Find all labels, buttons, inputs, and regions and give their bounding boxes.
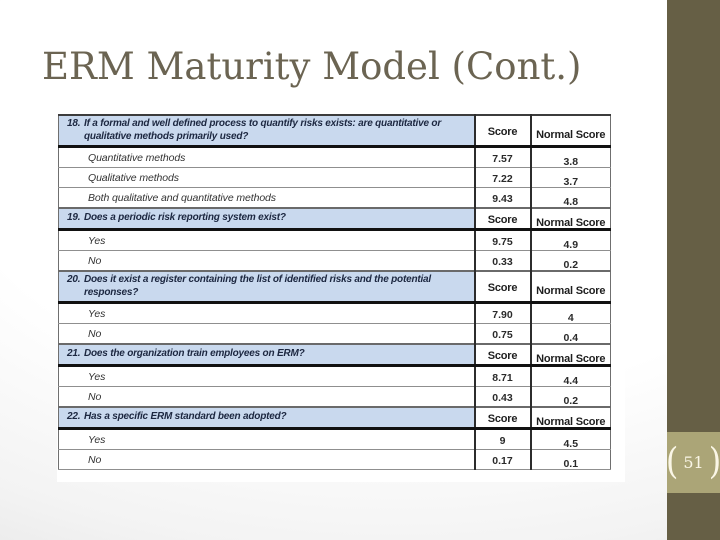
score-value: 0.17 xyxy=(492,454,513,467)
question-text: Does the organization train employees on… xyxy=(84,348,305,360)
section-header-row: 20. Does it exist a register containing … xyxy=(58,270,611,304)
normal-score-value: 3.7 xyxy=(563,175,579,188)
question-number: 22. xyxy=(67,411,81,423)
page-number: 51 xyxy=(683,453,704,472)
normal-score-column-header: Normal Score xyxy=(536,415,606,428)
score-column-header: Score xyxy=(487,281,518,294)
table-row: Yes 8.71 4.4 xyxy=(58,365,611,387)
answer-label: Yes xyxy=(88,234,106,247)
table-row: No 0.75 0.4 xyxy=(58,323,611,345)
answer-label: Yes xyxy=(88,307,106,320)
normal-score-value: 4.4 xyxy=(563,374,579,387)
maturity-table: 18. If a formal and well defined process… xyxy=(58,114,611,470)
answer-label: Yes xyxy=(88,370,106,383)
score-column-header: Score xyxy=(487,349,518,362)
score-value: 8.71 xyxy=(492,371,513,384)
normal-score-column-header: Normal Score xyxy=(536,352,606,365)
score-value: 7.57 xyxy=(492,152,513,165)
question-text: Does a periodic risk reporting system ex… xyxy=(84,212,286,224)
score-value: 0.43 xyxy=(492,391,513,404)
score-value: 7.22 xyxy=(492,172,513,185)
table-row: Quantitative methods 7.57 3.8 xyxy=(58,146,611,168)
page-number-badge: ( 51 ) xyxy=(665,432,720,493)
table-row: No 0.33 0.2 xyxy=(58,250,611,272)
table-row: Both qualitative and quantitative method… xyxy=(58,187,611,209)
normal-score-value: 0.2 xyxy=(563,394,579,407)
score-value: 9 xyxy=(499,434,506,447)
question-number: 20. xyxy=(67,274,81,285)
normal-score-value: 4.9 xyxy=(563,238,579,251)
score-column-header: Score xyxy=(487,412,518,425)
normal-score-value: 0.2 xyxy=(563,258,579,271)
section-header-row: 18. If a formal and well defined process… xyxy=(58,115,611,148)
normal-score-value: 0.1 xyxy=(563,457,579,470)
answer-label: No xyxy=(88,327,102,340)
answer-label: Yes xyxy=(88,433,106,446)
normal-score-column-header: Normal Score xyxy=(536,216,606,229)
section-header-row: 22. Has a specific ERM standard been ado… xyxy=(58,406,611,430)
maturity-table-image: 18. If a formal and well defined process… xyxy=(57,112,625,482)
score-column-header: Score xyxy=(487,213,518,226)
normal-score-value: 0.4 xyxy=(563,331,579,344)
table-row: Qualitative methods 7.22 3.7 xyxy=(58,167,611,188)
question-text: Does it exist a register containing the … xyxy=(84,274,431,298)
score-value: 0.33 xyxy=(492,255,513,268)
answer-label: No xyxy=(88,453,102,466)
answer-label: Both qualitative and quantitative method… xyxy=(88,191,276,204)
slide-title: ERM Maturity Model (Cont.) xyxy=(42,45,582,88)
answer-label: Quantitative methods xyxy=(88,151,186,164)
answer-label: Qualitative methods xyxy=(88,171,179,184)
left-bracket-icon: ( xyxy=(665,438,679,483)
normal-score-column-header: Normal Score xyxy=(536,284,606,297)
normal-score-value: 4 xyxy=(567,311,574,324)
score-value: 7.90 xyxy=(492,308,513,321)
answer-label: No xyxy=(88,254,102,267)
question-number: 21. xyxy=(67,348,81,360)
score-value: 9.43 xyxy=(492,192,513,205)
question-text: If a formal and well defined process to … xyxy=(84,118,442,142)
table-row: No 0.43 0.2 xyxy=(58,386,611,408)
normal-score-value: 4.5 xyxy=(563,437,579,450)
table-row: Yes 7.90 4 xyxy=(58,302,611,324)
question-text: Has a specific ERM standard been adopted… xyxy=(84,411,287,423)
question-number: 18. xyxy=(67,118,81,129)
question-number: 19. xyxy=(67,212,81,224)
right-bracket-icon: ) xyxy=(708,438,720,483)
section-header-row: 19. Does a periodic risk reporting syste… xyxy=(58,207,611,231)
score-column-header: Score xyxy=(487,125,518,138)
normal-score-value: 4.8 xyxy=(563,195,579,208)
normal-score-value: 3.8 xyxy=(563,155,579,168)
score-value: 0.75 xyxy=(492,328,513,341)
score-value: 9.75 xyxy=(492,235,513,248)
normal-score-column-header: Normal Score xyxy=(536,128,606,141)
answer-label: No xyxy=(88,390,102,403)
table-row: Yes 9 4.5 xyxy=(58,428,611,450)
table-row: Yes 9.75 4.9 xyxy=(58,229,611,251)
table-row: No 0.17 0.1 xyxy=(58,449,611,470)
section-header-row: 21. Does the organization train employee… xyxy=(58,343,611,367)
